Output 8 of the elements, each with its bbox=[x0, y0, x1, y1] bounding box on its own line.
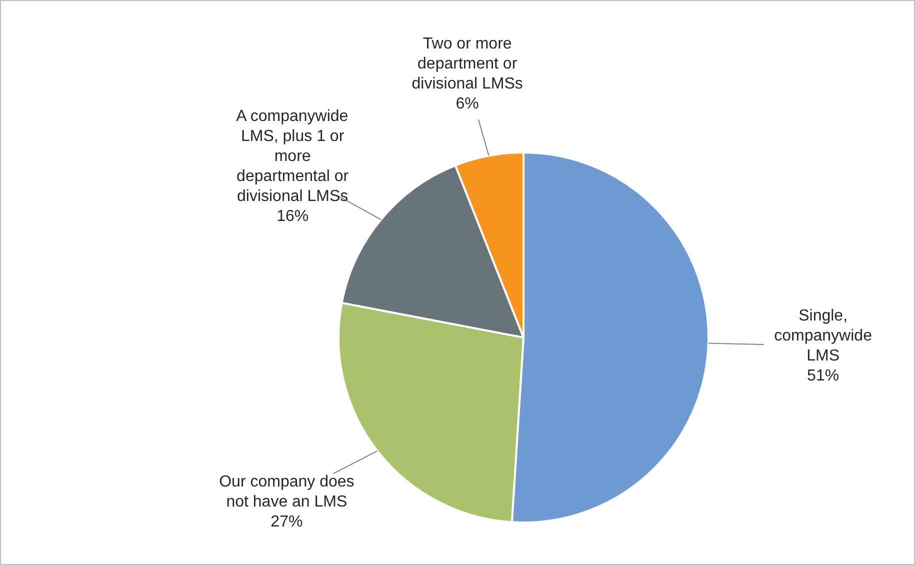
data-label: 51% bbox=[807, 367, 840, 384]
slice-label: A companywide LMS, plus 1 or more departmental or divisional LMSs bbox=[236, 108, 350, 206]
data-label: 27% bbox=[270, 513, 303, 530]
slice-label: Single, companywide LMS bbox=[774, 307, 872, 364]
data-label: 6% bbox=[456, 96, 479, 112]
data-label: 16% bbox=[276, 208, 309, 226]
slice-label: Our company does not have an LMS bbox=[219, 473, 354, 510]
slice-label: Two or more department or divisional LMSs bbox=[412, 36, 523, 92]
